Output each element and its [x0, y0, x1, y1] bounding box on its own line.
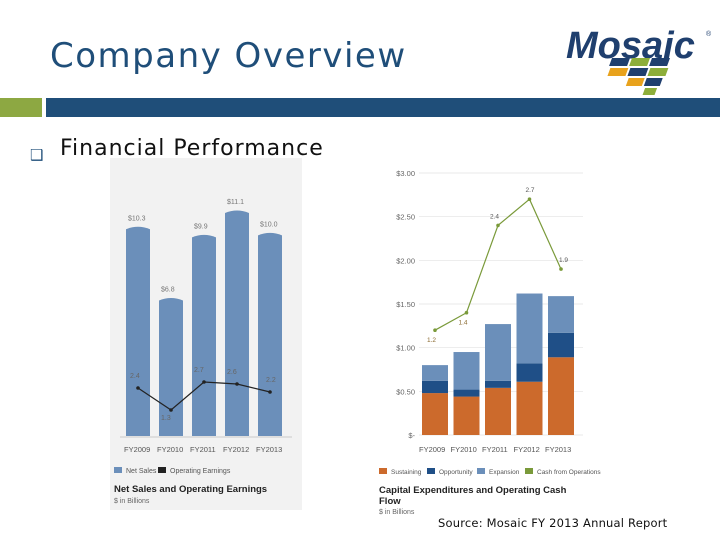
operating-earnings-value-label: 2.6 — [227, 369, 237, 376]
legend-swatch-opportunity — [427, 468, 435, 474]
net-sales-value-label: $11.1 — [227, 199, 244, 206]
legend-label-operating-earnings: Operating Earnings — [170, 468, 231, 475]
legend-label-opportunity: Opportunity — [439, 469, 473, 476]
x-tick-label: FY2012 — [223, 445, 249, 454]
cash-from-operations-value-label: 1.4 — [459, 320, 468, 327]
net-sales-value-label: $6.8 — [161, 287, 175, 294]
x-tick-label: FY2011 — [190, 445, 216, 454]
mosaic-logo: Mosaic ® — [560, 18, 720, 96]
sustaining-bar-segment — [453, 396, 480, 435]
operating-earnings-value-label: 2.7 — [194, 367, 204, 374]
chart-title: Net Sales and Operating Earnings — [114, 484, 267, 495]
y-tick-label: $1.00 — [396, 344, 415, 353]
y-tick-label: $0.50 — [396, 387, 415, 396]
net-sales-value-label: $10.3 — [128, 215, 146, 222]
sustaining-bar-segment — [485, 387, 511, 435]
page-title: Company Overview — [50, 36, 407, 76]
x-tick-label: FY2011 — [482, 445, 508, 454]
chart-title: Capital Expenditures and Operating Cash — [379, 485, 567, 496]
expansion-bar-segment — [516, 293, 543, 364]
chart-subtitle: $ in Billions — [379, 509, 415, 516]
opportunity-bar-segment — [548, 332, 574, 358]
chart-subtitle: $ in Billions — [114, 498, 150, 505]
cash-from-operations-value-label: 2.4 — [490, 213, 499, 220]
opportunity-bar-segment — [516, 363, 543, 382]
expansion-bar-segment — [485, 324, 511, 381]
opportunity-bar-segment — [485, 380, 511, 388]
header-accent-bar — [0, 98, 42, 117]
net-sales-bar — [126, 226, 150, 436]
cash-from-operations-point — [496, 223, 500, 228]
chart-title-line-2: Flow — [379, 496, 401, 507]
legend-swatch-operating-earnings — [158, 467, 166, 473]
operating-earnings-point — [202, 380, 206, 384]
operating-earnings-point — [136, 386, 140, 390]
cash-from-operations-point — [433, 328, 437, 332]
cash-from-operations-point — [527, 197, 532, 201]
cash-from-operations-value-label: 1.9 — [559, 257, 568, 264]
section-heading: Financial Performance — [60, 136, 324, 161]
legend-label-cash-from-operations: Cash from Operations — [537, 469, 601, 476]
expansion-bar-segment — [548, 296, 574, 333]
y-tick-label: $2.00 — [396, 256, 415, 265]
y-tick-label: $3.00 — [396, 169, 415, 178]
operating-earnings-point — [268, 390, 272, 394]
operating-earnings-point — [169, 408, 173, 412]
y-tick-label: $- — [408, 431, 415, 440]
capex-chart: $3.00 $2.50 $2.00 $1.50 $1.00 $0.50 $- 1.2 FY200… — [379, 169, 601, 516]
chart-title-line-1: Capital Expenditures and Operating Cash … — [379, 485, 569, 507]
net-sales-value-label: $9.9 — [194, 223, 208, 230]
logo-registered: ® — [706, 30, 712, 38]
legend-swatch-expansion — [477, 468, 485, 474]
x-tick-label: FY2010 — [157, 445, 183, 454]
operating-earnings-value-label: 1.3 — [161, 415, 171, 422]
cash-from-operations-value-label: 2.7 — [526, 187, 535, 194]
cash-from-operations-point — [559, 267, 563, 271]
operating-earnings-value-label: 2.4 — [130, 373, 140, 380]
x-tick-label: FY2009 — [124, 445, 150, 454]
opportunity-bar-segment — [453, 389, 480, 397]
cash-from-operations-point — [464, 310, 469, 315]
legend-swatch-sustaining — [379, 468, 387, 474]
y-tick-label: $2.50 — [396, 213, 415, 222]
sustaining-bar-segment — [422, 393, 448, 435]
mosaic-logo-graphic: Mosaic ® — [566, 25, 712, 95]
cash-from-operations-value-label: 1.2 — [427, 337, 436, 344]
y-tick-label: $1.50 — [396, 300, 415, 309]
logo-tiles — [607, 58, 670, 95]
x-tick-label: FY2013 — [256, 445, 282, 454]
logo-wordmark: Mosaic — [566, 25, 695, 67]
net-sales-value-label: $10.0 — [260, 221, 278, 228]
legend-label-expansion: Expansion — [489, 469, 520, 476]
x-tick-label: FY2013 — [545, 445, 571, 454]
net-sales-bar — [225, 210, 249, 436]
legend-label-net-sales: Net Sales — [126, 468, 157, 475]
expansion-bar-segment — [453, 352, 480, 390]
x-tick-label: FY2012 — [514, 445, 540, 454]
legend-label-sustaining: Sustaining — [391, 469, 422, 476]
expansion-bar-segment — [422, 365, 448, 381]
net-sales-bar — [159, 298, 183, 436]
sustaining-bar-segment — [516, 381, 543, 435]
source-note: Source: Mosaic FY 2013 Annual Report — [438, 516, 668, 530]
net-sales-bar — [258, 232, 282, 436]
legend-swatch-net-sales — [114, 467, 122, 473]
x-tick-label: FY2009 — [419, 445, 445, 454]
operating-earnings-point — [235, 382, 239, 386]
legend-swatch-cash-from-operations — [525, 468, 533, 474]
checkbox-bullet-icon: ❑ — [30, 146, 44, 164]
x-tick-label: FY2010 — [451, 445, 477, 454]
operating-earnings-value-label: 2.2 — [266, 377, 276, 384]
net-sales-chart: $10.3 2.4 FY2009 $6.8 1.3 FY2010 $9.9 2.7 FY2011… — [114, 199, 292, 505]
sustaining-bar-segment — [548, 357, 574, 435]
header-rule-bar — [46, 98, 720, 117]
net-sales-bar — [192, 234, 216, 436]
opportunity-bar-segment — [422, 380, 448, 394]
